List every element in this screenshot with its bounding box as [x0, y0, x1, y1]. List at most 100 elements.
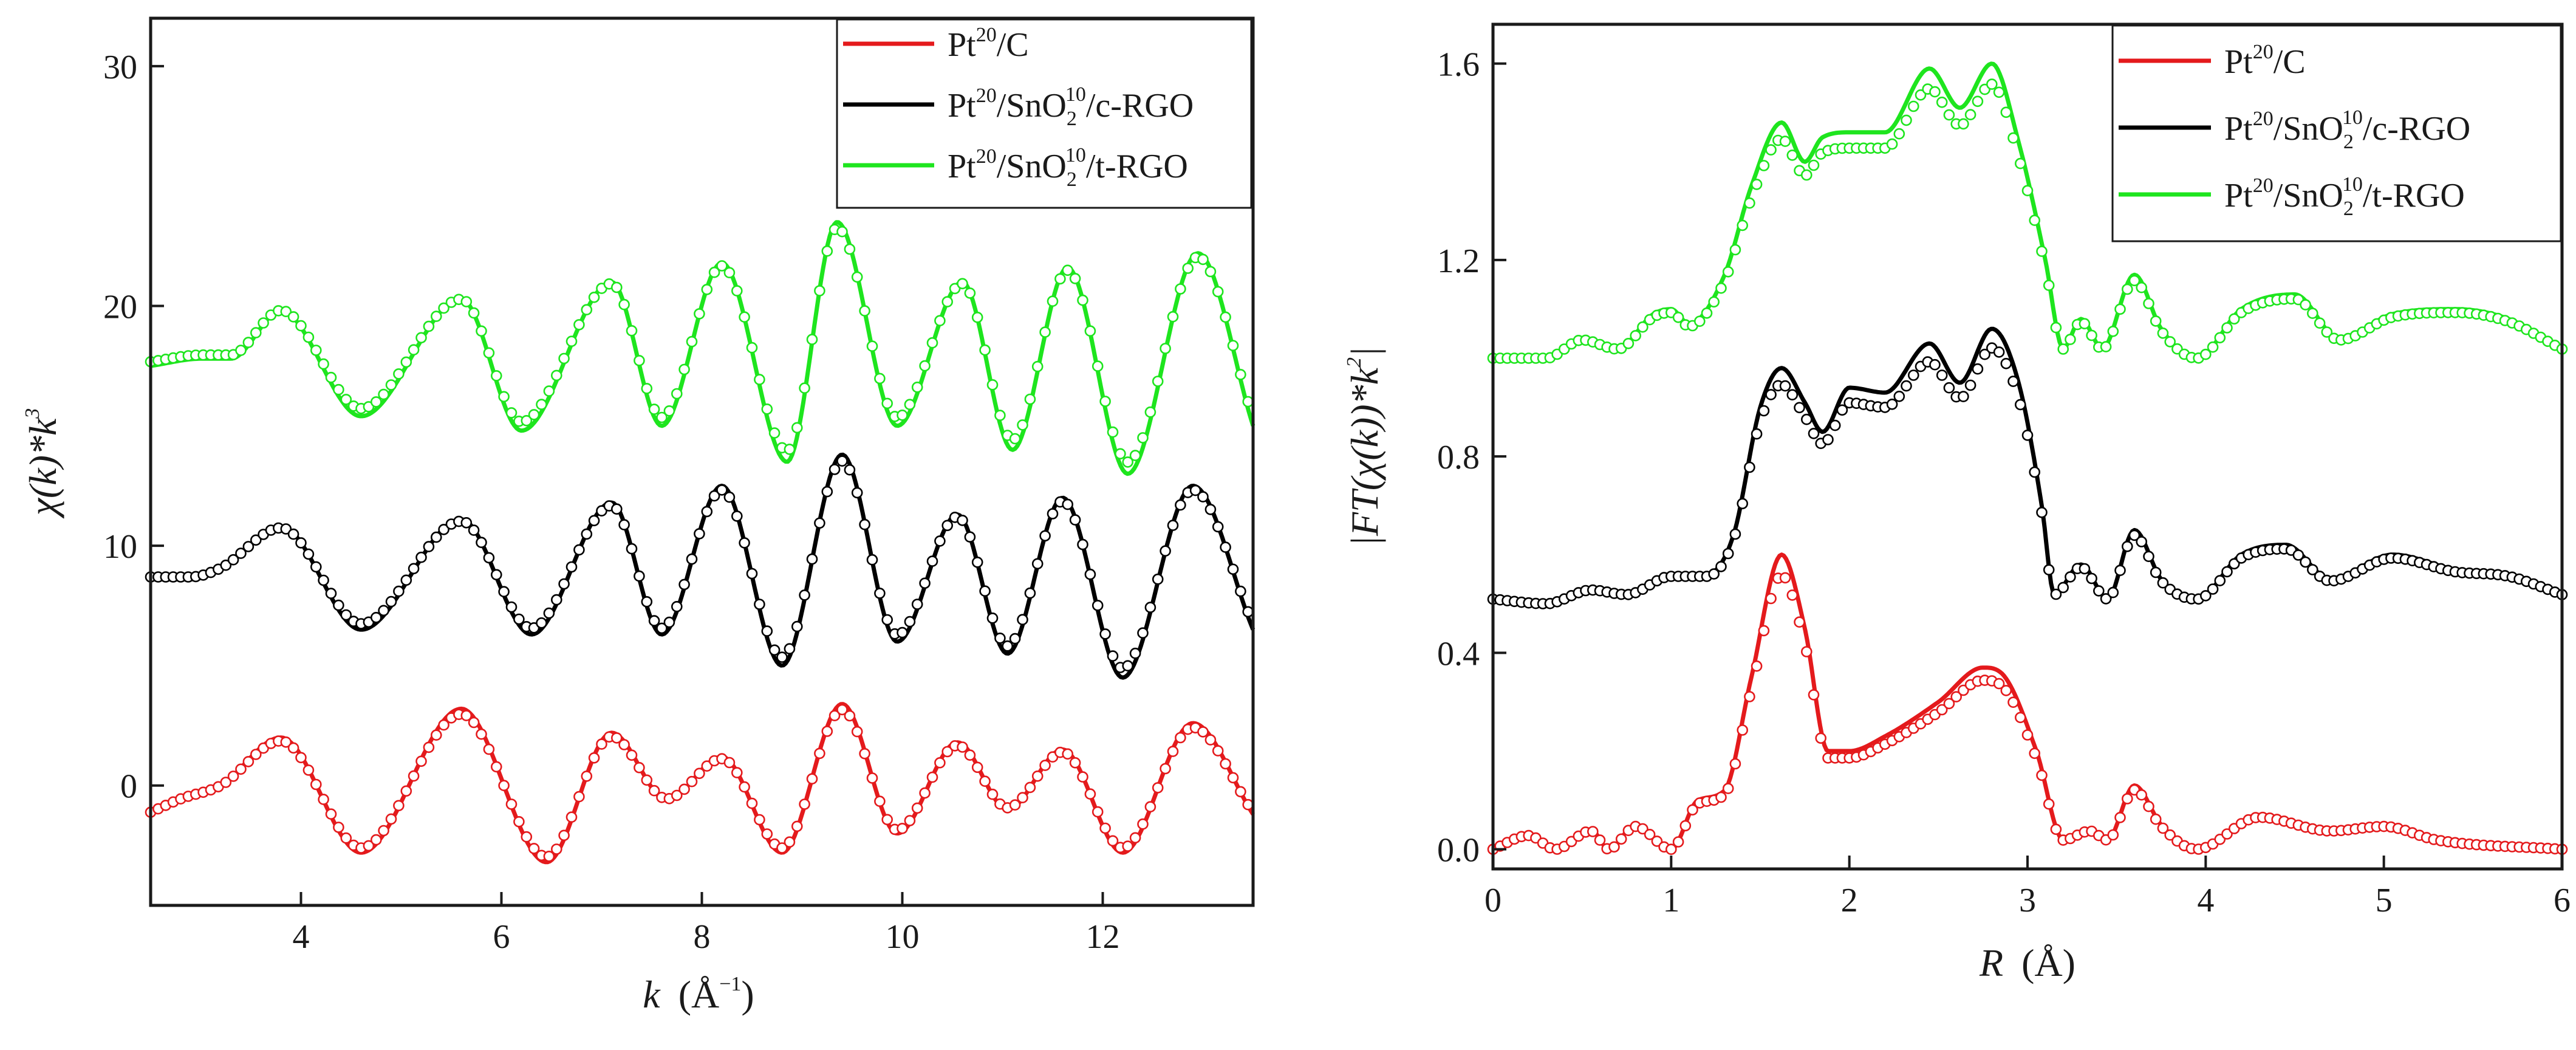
fit-point	[498, 586, 510, 598]
fit-point	[1779, 380, 1791, 392]
fit-point	[1137, 432, 1149, 444]
fit-point	[1092, 360, 1104, 372]
fit-point	[363, 840, 375, 852]
fit-point	[859, 305, 870, 317]
fit-point	[378, 825, 389, 837]
fit-point	[415, 551, 427, 563]
fit-point	[1129, 832, 1141, 844]
fit-point	[1175, 283, 1186, 295]
fit-point	[536, 399, 547, 410]
series-fit-markers-2	[1487, 78, 2568, 364]
fit-point	[370, 834, 382, 846]
fit-point	[565, 811, 578, 823]
fit-point	[1129, 647, 1141, 659]
fit-point	[1084, 325, 1096, 337]
fit-point	[581, 528, 593, 540]
fit-point	[280, 523, 292, 535]
fit-point	[1936, 369, 1948, 381]
fit-point	[634, 355, 645, 366]
fit-point	[2150, 566, 2162, 578]
fit-point	[866, 772, 878, 784]
fit-point	[926, 337, 938, 349]
fit-point	[430, 531, 442, 543]
fit-point	[799, 589, 810, 601]
fit-point	[235, 763, 247, 775]
fit-point	[663, 405, 675, 417]
fit-point	[671, 600, 683, 612]
fit-point	[979, 344, 991, 356]
fit-point	[1786, 149, 1799, 161]
fit-point	[806, 553, 818, 565]
fit-point	[1751, 660, 1763, 672]
fit-point	[1024, 781, 1036, 794]
fit-point	[1615, 833, 1627, 845]
fit-point	[964, 531, 976, 543]
fit-point	[423, 320, 435, 332]
fit-point	[701, 506, 713, 518]
fit-point	[1765, 389, 1777, 400]
x-tick-label: 8	[694, 918, 711, 956]
fit-point	[716, 260, 728, 272]
fit-point	[1808, 159, 1820, 171]
fit-point	[250, 327, 262, 338]
x-axis-title: R (Å)	[1979, 941, 2075, 984]
fit-point	[1017, 614, 1028, 626]
fit-point	[1901, 380, 1912, 392]
fit-point	[919, 787, 931, 799]
fit-point	[408, 344, 420, 356]
fit-point	[971, 761, 983, 774]
fit-point	[242, 541, 255, 552]
fit-point	[2136, 789, 2147, 801]
fit-point	[1242, 396, 1254, 408]
fit-point	[1047, 295, 1059, 307]
fit-point	[588, 291, 600, 303]
fit-point	[671, 388, 683, 400]
fit-point	[656, 622, 668, 634]
fit-point	[1637, 321, 1648, 333]
fit-point	[295, 320, 307, 332]
fit-point	[393, 800, 405, 812]
fit-point	[393, 368, 405, 380]
fit-point	[2207, 341, 2219, 353]
fit-point	[1137, 818, 1149, 830]
fit-point	[1694, 315, 1706, 328]
fit-point	[1031, 360, 1044, 372]
fit-point	[1722, 547, 1734, 560]
fit-point	[739, 781, 750, 793]
fit-point	[325, 371, 337, 383]
fit-point	[521, 831, 533, 843]
fit-point	[438, 302, 449, 314]
fit-point	[333, 599, 344, 611]
fit-point	[761, 828, 773, 840]
fit-point	[2015, 712, 2026, 724]
fit-point	[1099, 822, 1111, 834]
fit-point	[1047, 508, 1059, 520]
fit-point	[310, 778, 322, 791]
fit-point	[280, 306, 292, 318]
fit-point	[430, 729, 442, 741]
fit-point	[1069, 757, 1081, 769]
fit-point	[1715, 282, 1727, 294]
fit-point	[754, 374, 765, 385]
fit-point	[2000, 357, 2012, 369]
legend-entry-0: Pt20/C	[2224, 41, 2306, 81]
fit-point	[731, 510, 743, 522]
fit-point	[558, 829, 570, 842]
fit-point	[1084, 568, 1096, 580]
legend-entry-1: Pt20/SnO210/c-RGO	[2224, 106, 2470, 153]
fit-point	[1167, 520, 1179, 531]
fit-point	[1212, 745, 1224, 757]
fit-point	[2036, 769, 2048, 781]
fit-point	[926, 771, 938, 783]
fit-point	[731, 285, 743, 297]
fit-point	[1160, 343, 1171, 354]
fit-point	[618, 739, 630, 750]
fit-point	[1958, 118, 1969, 130]
series-fit-markers-1	[145, 455, 1254, 673]
fit-point	[1062, 498, 1073, 510]
fit-point	[340, 609, 352, 621]
fit-point	[2200, 348, 2212, 360]
fit-point	[543, 385, 555, 397]
fit-point	[828, 710, 841, 721]
fit-point	[694, 767, 705, 780]
